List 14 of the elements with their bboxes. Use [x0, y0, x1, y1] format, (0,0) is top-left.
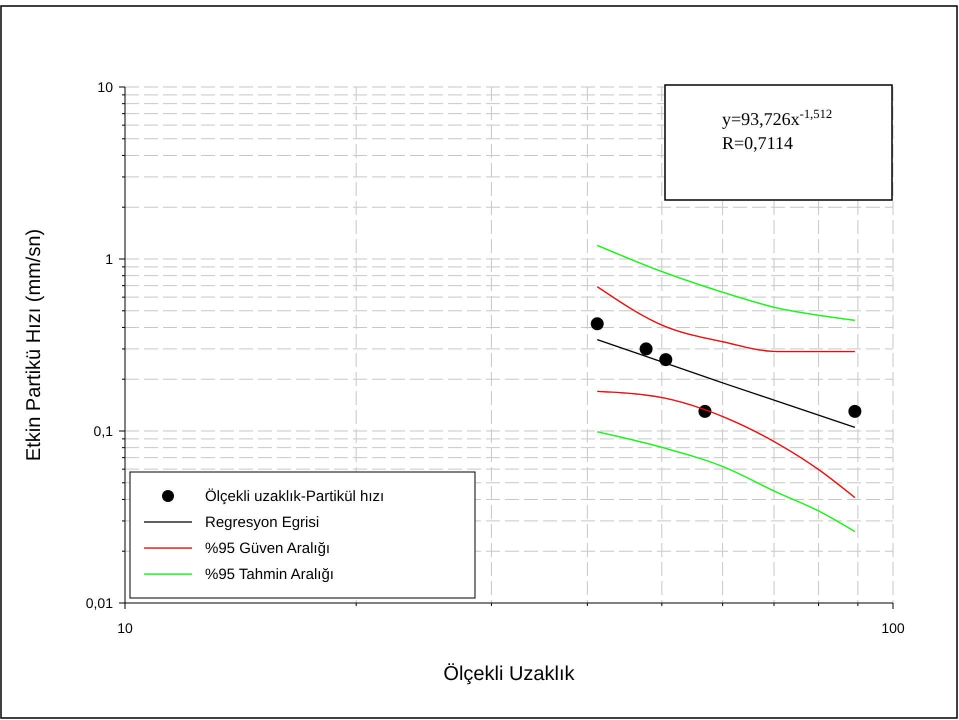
legend-label: %95 Güven Aralığı — [205, 540, 330, 557]
x-tick-label: 100 — [881, 620, 905, 636]
y-tick-label: 0,1 — [94, 423, 114, 439]
annotation: R=0,7114 — [722, 133, 793, 153]
equation-text-box: y=93,726x$^{-1,512}$ R=0,7114 — [664, 84, 893, 201]
annotation: y=93,726x$^{-1,512}$ — [722, 107, 832, 129]
legend-label: Regresyon Egrisi — [205, 514, 320, 531]
y-tick-label: 10 — [97, 79, 114, 95]
y-axis-title: Etkin Partikü Hızı (mm/sn) — [23, 228, 45, 462]
y-tick-label: 0,01 — [86, 595, 114, 611]
x-axis-title: Ölçekli Uzaklık — [443, 663, 576, 685]
legend-label: Ölçekli uzaklık-Partikül hızı — [205, 488, 384, 505]
legend-label: %95 Tahmin Aralığı — [205, 566, 334, 583]
y-tick-label: 1 — [105, 251, 114, 267]
